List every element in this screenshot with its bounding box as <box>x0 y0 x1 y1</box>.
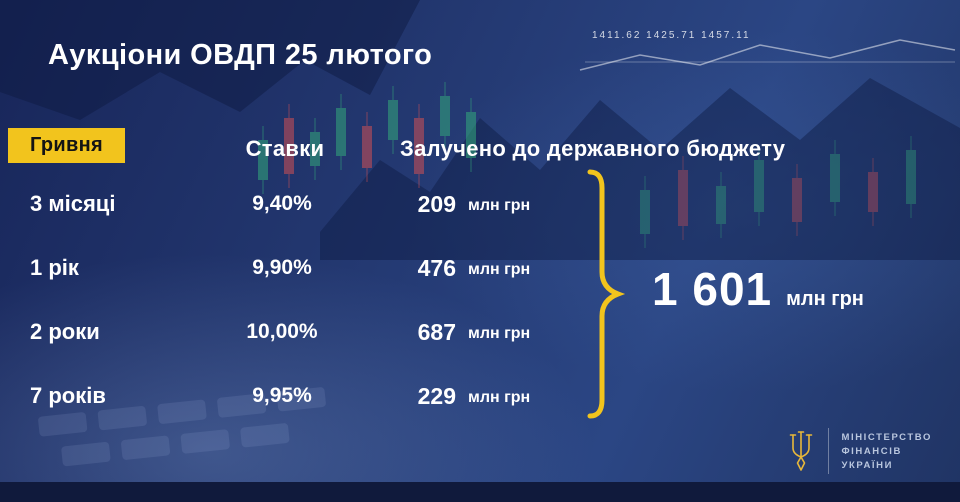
rate-value: 9,95% <box>252 384 312 407</box>
candlestick-cluster-right <box>640 136 916 248</box>
amount-unit: млн грн <box>468 389 531 406</box>
ministry-name-line: ФІНАНСІВ <box>841 445 902 457</box>
candlestick-cluster-left <box>258 82 476 194</box>
currency-badge: Гривня <box>8 128 125 163</box>
ministry-name-line: УКРАЇНИ <box>841 459 894 471</box>
column-header-raised: Залучено до державного бюджету <box>400 136 786 161</box>
keyboard-keys-decoration <box>38 387 326 467</box>
ministry-name: МІНІСТЕРСТВО ФІНАНСІВ УКРАЇНИ <box>841 432 932 471</box>
dark-skyline-decoration <box>0 0 420 120</box>
brace-icon <box>587 169 626 419</box>
ticker-numbers: 1411.62 1425.71 1457.11 <box>592 30 751 41</box>
price-line-decoration <box>579 39 956 71</box>
auction-rows: 3 місяці 9,40% 209 млн грн 1 рік 9,90% 4… <box>22 172 602 428</box>
amount-unit: млн грн <box>468 197 531 214</box>
table-row: 1 рік 9,90% 476 млн грн <box>22 236 602 300</box>
ministry-name-line: МІНІСТЕРСТВО <box>841 431 932 443</box>
total-value: 1 601 <box>652 263 773 315</box>
amount-value: 229 <box>417 382 456 409</box>
amount-value: 476 <box>417 254 456 281</box>
table-row: 2 роки 10,00% 687 млн грн <box>22 300 602 364</box>
mountain-area-decoration <box>320 78 960 260</box>
logo-divider <box>828 428 830 474</box>
footer-bar <box>0 482 960 502</box>
term-label: 3 місяці <box>30 191 116 216</box>
amount-unit: млн грн <box>468 261 531 278</box>
rate-value: 9,40% <box>252 192 312 215</box>
amount-unit: млн грн <box>468 325 531 342</box>
total-raised: 1 601 млн грн <box>652 262 864 316</box>
term-label: 7 років <box>30 383 106 408</box>
amount-value: 209 <box>417 190 456 217</box>
term-label: 1 рік <box>30 255 79 280</box>
table-row: 3 місяці 9,40% 209 млн грн <box>22 172 602 236</box>
amount-value: 687 <box>417 318 456 345</box>
page-title: Аукціони ОВДП 25 лютого <box>48 39 433 72</box>
table-row: 7 років 9,95% 229 млн грн <box>22 364 602 428</box>
term-label: 2 роки <box>30 319 100 344</box>
rate-value: 10,00% <box>246 320 318 343</box>
tryzub-icon <box>790 431 813 471</box>
column-header-rates: Ставки <box>245 136 325 161</box>
total-unit: млн грн <box>786 288 864 310</box>
rate-value: 9,90% <box>252 256 312 279</box>
ministry-logo: МІНІСТЕРСТВО ФІНАНСІВ УКРАЇНИ <box>786 428 932 474</box>
